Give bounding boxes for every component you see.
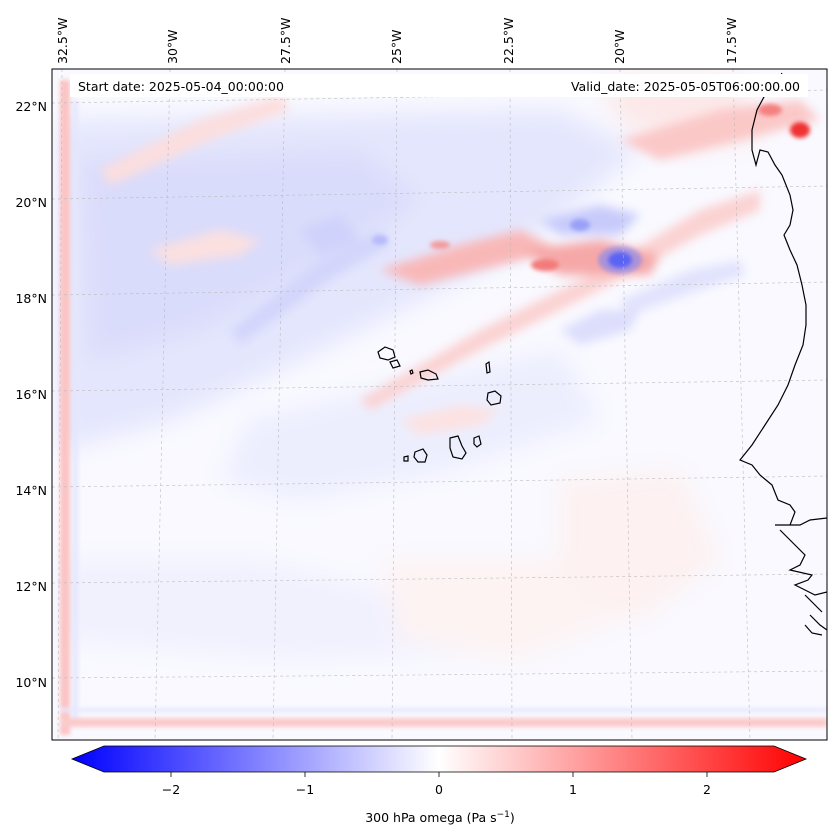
colorbar: −2 −1 0 1 2 300 hPa omega (Pa s−1) [70, 745, 808, 825]
start-date-label: Start date: 2025-05-04_00:00:00 [78, 79, 284, 94]
info-banner [70, 74, 808, 97]
africa-coastline [739, 72, 827, 636]
lon-label-32-5w: 32.5°W [55, 18, 70, 64]
colorbar-ticks: −2 −1 0 1 2 [162, 772, 711, 797]
lon-label-20w: 20°W [612, 29, 627, 64]
colorbar-bar [70, 745, 808, 773]
lat-label-20n: 20°N [15, 195, 47, 210]
lat-label-22n: 22°N [15, 99, 47, 114]
colorbar-tick-label: −1 [296, 782, 314, 797]
colorbar-title: 300 hPa omega (Pa s−1) [365, 810, 515, 825]
lon-label-27-5w: 27.5°W [278, 18, 293, 64]
lon-label-25w: 25°W [389, 29, 404, 64]
map-frame [51, 68, 828, 741]
omega-field [52, 69, 827, 740]
boundary-stripes [60, 80, 827, 735]
colorbar-title-text: 300 hPa omega (Pa s [365, 810, 496, 825]
colorbar-tick-label: 2 [703, 782, 711, 797]
diagonal-bands [100, 95, 820, 435]
colorbar-tick-label: 0 [435, 782, 443, 797]
lon-label-17-5w: 17.5°W [724, 18, 739, 64]
lat-label-16n: 16°N [15, 387, 47, 402]
valid-date-label: Valid_date: 2025-05-05T06:00:00.00 [571, 79, 800, 94]
latitude-labels: 22°N 20°N 18°N 16°N 14°N 12°N 10°N [15, 99, 47, 690]
lat-label-10n: 10°N [15, 675, 47, 690]
longitude-labels: 32.5°W 30°W 27.5°W 25°W 22.5°W 20°W 17.5… [55, 18, 739, 64]
colorbar-title-tail: ) [510, 810, 515, 825]
lat-label-14n: 14°N [15, 483, 47, 498]
local-features [372, 104, 810, 274]
lat-label-18n: 18°N [15, 291, 47, 306]
lon-label-22-5w: 22.5°W [501, 18, 516, 64]
lon-label-30w: 30°W [165, 29, 180, 64]
colorbar-title-exponent: −1 [497, 810, 510, 820]
colorbar-tick-label: −2 [162, 782, 180, 797]
colorbar-tick-label: 1 [569, 782, 577, 797]
gridlines [52, 69, 827, 740]
lat-label-12n: 12°N [15, 579, 47, 594]
cape-verde-islands [377, 346, 502, 463]
